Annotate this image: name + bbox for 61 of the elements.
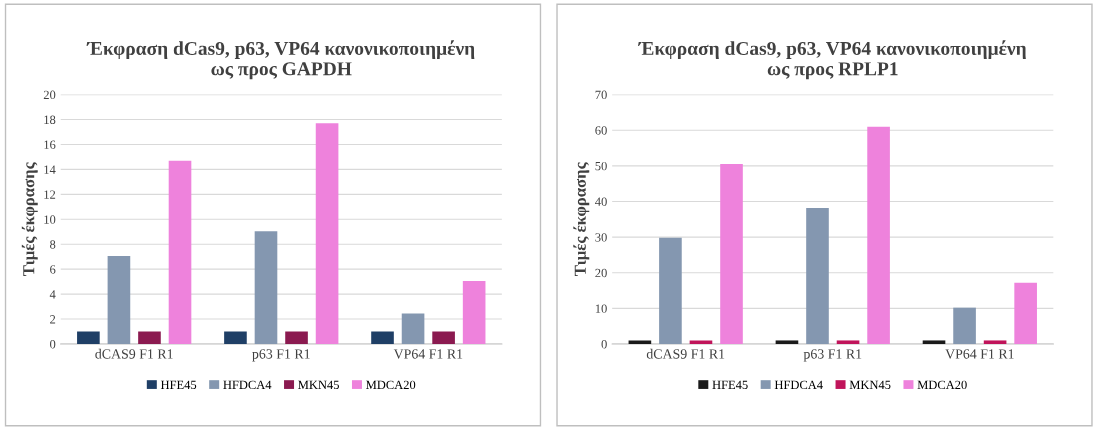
bar: [107, 256, 131, 344]
y-tick-label: 2: [50, 315, 56, 324]
bar: [806, 207, 829, 344]
bar: [285, 331, 308, 344]
bar: [315, 123, 339, 344]
y-tick-label: 10: [595, 304, 607, 313]
bar: [138, 331, 161, 344]
y-tick-label: 70: [595, 90, 607, 100]
bar: [775, 340, 799, 344]
bar: [462, 281, 486, 344]
x-tick-label: dCAS9 F1 R1: [95, 348, 173, 359]
y-tick-label: 18: [44, 115, 56, 124]
bar: [689, 340, 713, 344]
legend-label: HFE45: [160, 380, 197, 390]
y-tick-label: 20: [595, 268, 607, 278]
bar: [1014, 282, 1037, 344]
bar: [224, 331, 247, 344]
x-tick-label: dCAS9 F1 R1: [646, 348, 725, 359]
y-tick-label: 12: [44, 190, 56, 199]
y-tick-label: 8: [50, 240, 56, 249]
bar: [168, 160, 192, 344]
legend-label: HFDCA4: [774, 380, 823, 390]
x-tick-label: p63 F1 R1: [803, 349, 862, 362]
x-tick-label: p63 F1 R1: [252, 349, 310, 362]
y-tick-label: 10: [44, 215, 56, 224]
bar: [432, 331, 455, 344]
bar: [254, 231, 278, 344]
y-tick-label: 60: [595, 126, 607, 135]
y-tick-label: 0: [50, 340, 56, 349]
y-tick-label: 40: [595, 197, 607, 206]
bar: [983, 340, 1007, 344]
legend-label: MDCA20: [917, 380, 967, 390]
y-tick-label: 30: [595, 233, 607, 242]
y-axis-title: Τιμές έκφρασης: [573, 162, 590, 276]
legend-label: HFE45: [712, 380, 748, 390]
y-tick-label: 0: [601, 340, 607, 349]
y-tick-label: 14: [44, 165, 56, 174]
bar: [659, 237, 682, 344]
bar: [836, 340, 860, 344]
legend-label: MDCA20: [366, 380, 416, 390]
y-tick-label: 50: [595, 161, 607, 171]
bar: [953, 307, 976, 344]
bar: [922, 340, 946, 344]
bar: [371, 331, 394, 344]
legend-label: MKN45: [849, 380, 891, 390]
legend-label: MKN45: [298, 380, 339, 390]
y-tick-label: 6: [50, 265, 56, 274]
bar: [867, 126, 890, 344]
chart-title: Έκφραση dCas9, p63, VP64 κανονικοποιημένη ως προς GAPDH: [86, 40, 475, 80]
bar: [720, 164, 743, 344]
bar: [401, 313, 425, 344]
y-axis-title: Τιμές έκφρασης: [21, 162, 38, 276]
x-tick-label: VP64 F1 R1: [393, 349, 463, 359]
bar: [628, 340, 652, 344]
y-tick-label: 4: [49, 290, 56, 299]
x-tick-label: VP64 F1 R1: [945, 349, 1014, 359]
y-tick-label: 16: [44, 140, 56, 149]
legend-label: HFDCA4: [223, 380, 272, 390]
bar: [77, 331, 100, 344]
y-tick-label: 20: [43, 90, 56, 100]
chart-title: Έκφραση dCas9, p63, VP64 κανονικοποιημένη ως προς RPLP1: [638, 40, 1026, 80]
